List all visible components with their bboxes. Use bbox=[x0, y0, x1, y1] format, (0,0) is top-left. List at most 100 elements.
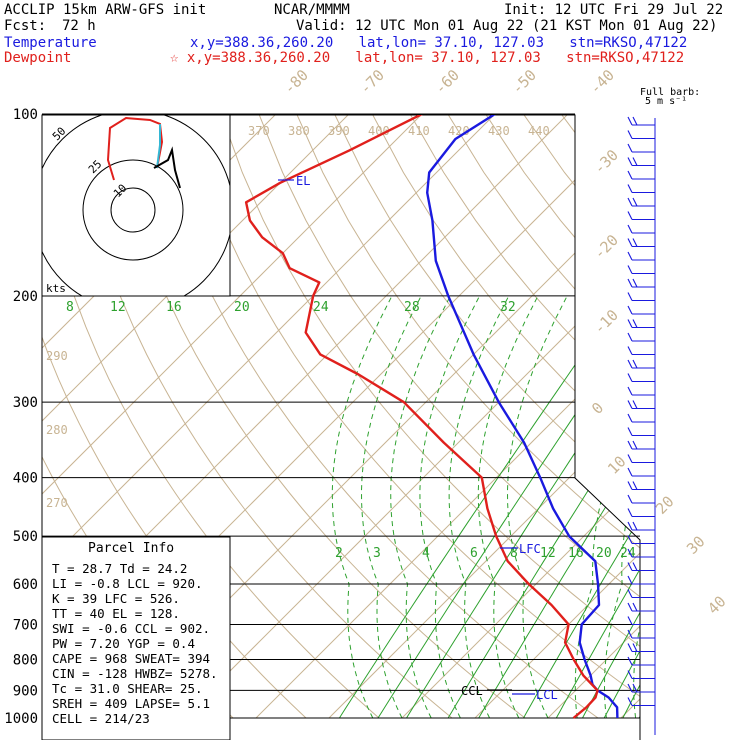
isotherm-line bbox=[401, 115, 640, 719]
mixing-ratio-tick-label: 24 bbox=[620, 546, 636, 561]
wind-barb-flag bbox=[627, 130, 633, 139]
wind-barb bbox=[627, 643, 655, 653]
wind-barb bbox=[627, 427, 655, 437]
wind-barb-flag bbox=[627, 373, 633, 382]
plot-frame bbox=[42, 114, 641, 740]
mixing-ratio-tick-label: 16 bbox=[166, 300, 182, 315]
wind-barb-flag bbox=[627, 292, 633, 301]
parcel-info-row: SREH = 409 LAPSE= 5.1 bbox=[52, 696, 210, 711]
wind-barb bbox=[627, 224, 655, 234]
temperature-tick-label: 0 bbox=[588, 399, 607, 418]
dewpoint-legend: Dewpoint bbox=[4, 50, 72, 66]
theta-tick-label: 290 bbox=[46, 349, 68, 363]
wind-barb-flag bbox=[627, 359, 633, 369]
model-title: ACCLIP 15km ARW-GFS init bbox=[4, 2, 207, 18]
wind-barb bbox=[627, 562, 655, 572]
hodograph-lower-trace bbox=[106, 116, 164, 181]
wind-barb-flag bbox=[627, 413, 633, 423]
wind-barb-flag bbox=[627, 278, 633, 288]
wind-barb bbox=[627, 467, 655, 477]
wind-barb bbox=[627, 238, 655, 248]
mixing-ratio-tick-label: 16 bbox=[568, 546, 584, 561]
parcel-info-row: TT = 40 EL = 128. bbox=[52, 606, 180, 621]
wind-barb-flag bbox=[627, 224, 633, 234]
dry-adiabat-line bbox=[69, 115, 453, 719]
parcel-info-row: PW = 7.20 YGP = 0.4 bbox=[52, 636, 195, 651]
dry-adiabat-line bbox=[220, 115, 640, 719]
mixing-ratio-tick-label: 8 bbox=[510, 546, 518, 561]
wind-barb-flag bbox=[632, 157, 638, 166]
mixing-ratio-line bbox=[523, 295, 640, 719]
wind-barb bbox=[627, 508, 655, 518]
isotherm-line bbox=[474, 115, 640, 719]
dewpoint-profile-line bbox=[244, 115, 599, 719]
parcel-info-row: CAPE = 968 SWEAT= 394 bbox=[52, 651, 210, 666]
theta-tick-label: 270 bbox=[46, 496, 68, 510]
pressure-tick-label: 500 bbox=[13, 529, 38, 545]
hodograph-ring bbox=[82, 159, 184, 261]
dry-adiabat-line bbox=[712, 114, 740, 718]
wind-barb bbox=[627, 589, 655, 599]
lcl-label: LCL bbox=[536, 688, 558, 702]
wind-barb-flag bbox=[627, 265, 633, 274]
theta-tick-label: 280 bbox=[46, 423, 68, 437]
wind-barb-flag bbox=[632, 440, 638, 450]
wind-barb-flag bbox=[627, 643, 633, 652]
moist-adiabat-line bbox=[633, 295, 640, 719]
wind-barb-flag bbox=[627, 562, 633, 571]
mixing-ratio-tick-label: 2 bbox=[335, 546, 343, 561]
mixing-ratio-line bbox=[603, 295, 640, 719]
wind-barb bbox=[627, 305, 655, 315]
moist-adiabat-line bbox=[574, 295, 640, 719]
mixing-ratio-tick-label: 24 bbox=[313, 300, 329, 315]
mixing-ratio-line bbox=[338, 295, 624, 719]
wind-barb bbox=[627, 521, 655, 531]
wind-barb bbox=[627, 359, 655, 369]
mixing-ratio-line bbox=[377, 295, 640, 719]
mixing-ratio-tick-label: 6 bbox=[470, 546, 478, 561]
wind-barb bbox=[627, 683, 655, 693]
wind-barb bbox=[627, 265, 655, 275]
pressure-tick-label: 900 bbox=[13, 683, 38, 699]
pressure-tick-label: 100 bbox=[13, 107, 38, 123]
mixing-ratio-line bbox=[478, 295, 640, 719]
wind-barb bbox=[627, 481, 655, 491]
wind-barb-flag bbox=[627, 683, 633, 693]
parcel-info-row: LI = -0.8 LCL = 920. bbox=[52, 576, 203, 591]
mixing-ratio-tick-label: 4 bbox=[422, 546, 430, 561]
wind-barb-flag bbox=[627, 521, 633, 531]
theta-tick-label: 370 bbox=[248, 124, 270, 138]
theta-tick-label: 400 bbox=[368, 124, 390, 138]
pressure-tick-label: 1000 bbox=[4, 711, 38, 727]
lfc-label: LFC bbox=[519, 542, 541, 556]
temperature-tick-label: -20 bbox=[590, 231, 622, 263]
wind-barb-flag bbox=[627, 197, 633, 207]
wind-barb bbox=[627, 697, 655, 707]
wind-barb-flag bbox=[627, 454, 633, 463]
wind-barb-flag bbox=[627, 116, 633, 126]
temperature-tick-label: 10 bbox=[604, 452, 630, 478]
pressure-tick-label: 700 bbox=[13, 617, 38, 633]
wind-barb-flag bbox=[627, 332, 633, 342]
init-time: Init: 12 UTC Fri 29 Jul 22 bbox=[504, 2, 724, 18]
temperature-tick-label: -70 bbox=[356, 66, 388, 98]
wind-barb bbox=[627, 130, 655, 140]
temperature-location: x,y=388.36,260.20 lat,lon= 37.10, 127.03… bbox=[190, 35, 688, 51]
wind-barb-flag bbox=[627, 656, 633, 666]
isotherm-line bbox=[182, 115, 640, 719]
mixing-ratio-tick-label: 20 bbox=[596, 546, 612, 561]
temperature-tick-label: 30 bbox=[683, 532, 709, 558]
wind-barb-flag bbox=[627, 467, 633, 477]
mixing-ratio-tick-label: 3 bbox=[373, 546, 381, 561]
wind-barb bbox=[627, 602, 655, 612]
wind-barb-flag bbox=[632, 521, 638, 531]
wind-barb bbox=[627, 292, 655, 302]
dry-adiabat-line bbox=[334, 115, 640, 719]
isotherm-line bbox=[42, 115, 423, 719]
pressure-tick-label: 600 bbox=[13, 577, 38, 593]
mixing-ratio-line bbox=[582, 295, 640, 719]
dewpoint-location: ☆ x,y=388.36,260.20 lat,lon= 37.10, 127.… bbox=[170, 50, 685, 66]
wind-barb bbox=[627, 116, 655, 126]
parcel-info-box bbox=[41, 536, 231, 740]
wind-barb bbox=[627, 575, 655, 585]
